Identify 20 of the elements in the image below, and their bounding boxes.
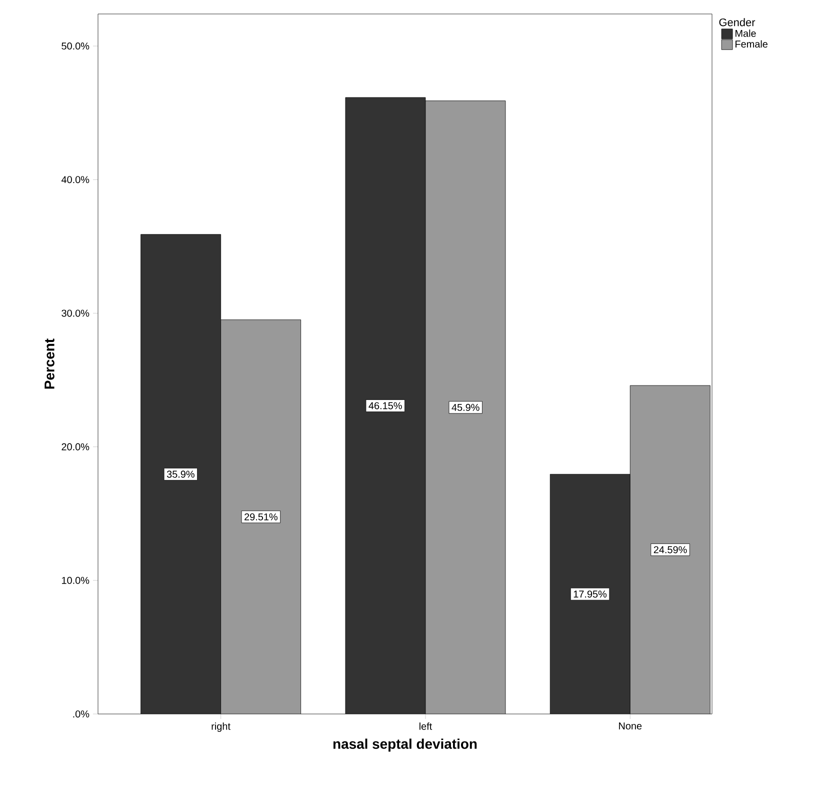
legend-title: Gender (719, 18, 756, 26)
y-tick-label: 50.0% (62, 42, 90, 50)
data-label: 24.59% (654, 546, 687, 554)
data-label: 46.15% (368, 402, 402, 410)
data-label: 29.51% (244, 513, 278, 520)
x-axis-title: nasal septal deviation (333, 738, 477, 752)
x-tick-label: right (212, 722, 230, 732)
data-label: 35.9% (166, 470, 194, 478)
y-tick-label: 30.0% (62, 310, 90, 317)
x-tick-label: left (420, 722, 432, 730)
y-tick-label: 20.0% (62, 443, 90, 450)
legend-label: Female (736, 40, 768, 48)
y-tick-label: 40.0% (61, 176, 90, 184)
data-label: 17.95% (574, 590, 607, 598)
y-axis-title: Percent (44, 338, 54, 389)
data-label: 45.9% (452, 404, 480, 411)
legend-label: Male (736, 30, 756, 37)
x-tick-label: None (619, 722, 642, 730)
y-tick-label: 10.0% (62, 576, 90, 584)
y-tick-label: .0% (73, 710, 90, 718)
